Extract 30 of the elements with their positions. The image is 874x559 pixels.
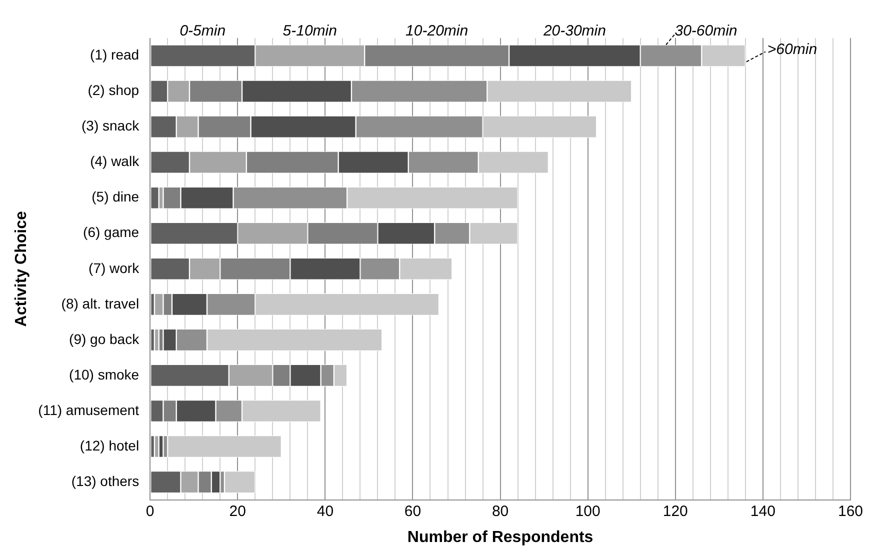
y-tick-label: (8) alt. travel — [61, 295, 140, 312]
series-label: 20-30min — [542, 22, 606, 40]
x-tick-label: 80 — [492, 502, 509, 520]
x-tick-label: 100 — [575, 502, 600, 520]
y-tick-label: (10) smoke — [69, 366, 140, 382]
x-tick-label: 160 — [838, 502, 863, 520]
series-label: >60min — [767, 40, 818, 58]
y-axis-title: Activity Choice — [13, 211, 30, 327]
series-label: 30-60min — [674, 22, 738, 40]
y-tick-label: (3) snack — [82, 118, 140, 134]
y-tick-label: (9) go back — [69, 330, 140, 347]
series-label: 5-10min — [282, 22, 337, 40]
x-tick-label: 20 — [229, 502, 246, 520]
y-tick-label: (4) walk — [90, 153, 140, 170]
y-tick-label: (1) read — [90, 46, 140, 63]
y-tick-label: (7) work — [88, 260, 140, 276]
x-tick-label: 0 — [146, 502, 154, 520]
series-label: 10-20min — [406, 22, 468, 40]
series-label: 0-5min — [180, 22, 226, 40]
x-tick-label: 60 — [404, 502, 422, 520]
y-tick-label: (13) others — [71, 472, 140, 489]
x-tick-label: 140 — [750, 502, 776, 520]
y-tick-label: (2) shop — [88, 82, 140, 98]
x-axis-title: Number of Respondents — [407, 528, 594, 546]
y-tick-label: (12) hotel — [80, 437, 140, 454]
x-tick-label: 40 — [316, 502, 334, 520]
y-tick-label: (11) amusement — [38, 402, 140, 418]
y-tick-label: (5) dine — [92, 188, 140, 205]
x-tick-label: 120 — [662, 502, 688, 520]
y-tick-label: (6) game — [83, 224, 140, 240]
